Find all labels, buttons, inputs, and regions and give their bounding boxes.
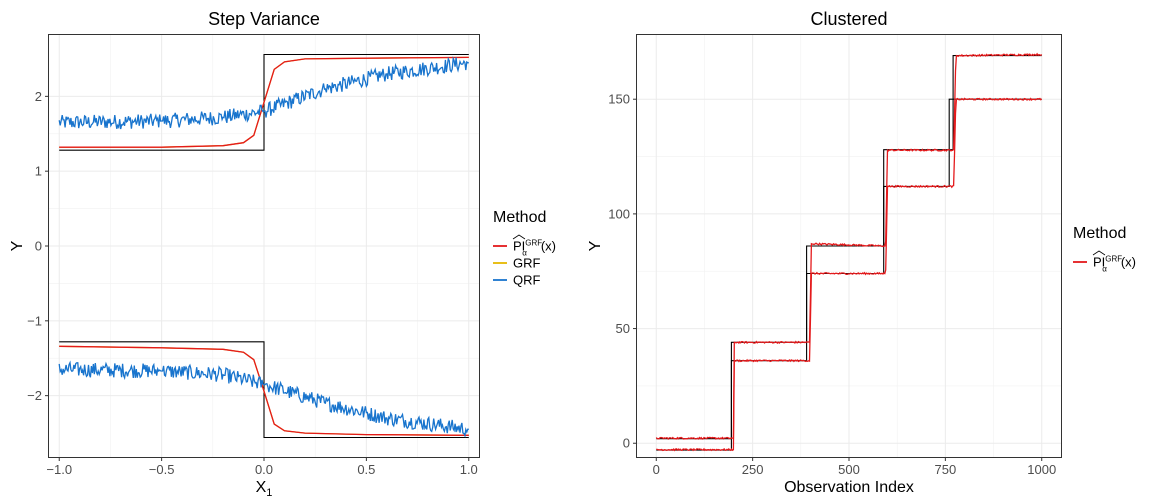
x-tick-label: 750 (935, 462, 957, 477)
y-tick-label: 50 (616, 321, 630, 336)
hat-accent (512, 234, 526, 240)
chart-title: Step Variance (208, 9, 320, 29)
x-tick-label: 1000 (1027, 462, 1056, 477)
x-axis: 0 250 500 750 1000 (653, 457, 1056, 477)
x-tick-label: 500 (838, 462, 860, 477)
legend-title: Method (493, 209, 546, 226)
y-tick-label: −2 (27, 388, 42, 403)
x-axis-label: X1 (256, 479, 273, 499)
y-axis-label: Y (587, 240, 604, 251)
legend-item: QRF (493, 273, 541, 288)
series-line (59, 345, 469, 436)
legend-title: Method (1073, 225, 1126, 242)
y-tick-label: 150 (608, 92, 630, 107)
y-axis-label: Y (9, 240, 26, 251)
y-axis: −2 −1 0 1 2 (27, 89, 49, 403)
x-tick-label: 250 (742, 462, 764, 477)
plot-area (58, 53, 469, 439)
panel-step-variance: Step Variance −1.0 −0.5 0.0 0.5 1.0 −2−1012 … (9, 9, 556, 499)
chart-title: Clustered (810, 9, 887, 29)
y-tick-label: 1 (35, 164, 42, 179)
legend: Method PIGRF α (x) (1073, 225, 1136, 274)
y-tick-label: 0 (623, 436, 630, 451)
legend-item: PIGRF α (x) (1073, 250, 1136, 274)
x-axis: −1.0 −0.5 0.0 0.5 1.0 (46, 457, 478, 477)
x-tick-label: −0.5 (149, 462, 175, 477)
x-tick-label: 0 (653, 462, 660, 477)
series-line (656, 97, 1043, 452)
x-tick-label: −1.0 (46, 462, 72, 477)
legend-item: PIGRF α (x) (493, 234, 556, 258)
legend-label: GRF (513, 256, 541, 271)
plot-area (655, 52, 1043, 452)
series-line (58, 360, 469, 438)
x-axis-label: Observation Index (784, 479, 914, 496)
x-tick-label: 1.0 (460, 462, 478, 477)
panel-clustered: Clustered 0 250 500 750 1000 0 50 100 150 Obser… (587, 9, 1136, 496)
legend-label: QRF (513, 273, 541, 288)
y-tick-label: 2 (35, 89, 42, 104)
series-pi (655, 52, 1043, 452)
x-tick-label: 0.5 (357, 462, 375, 477)
legend-label: PIGRF α (x) (513, 239, 556, 258)
y-tick-label: −1 (27, 313, 42, 328)
series-line (58, 55, 469, 130)
hat-accent (1092, 250, 1106, 256)
y-axis: 0 50 100 150 (608, 92, 637, 451)
series-qrf (58, 55, 469, 438)
series-line (59, 56, 469, 148)
x-tick-label: 0.0 (255, 462, 273, 477)
legend: Method PIGRF α (x)GRF QRF (493, 209, 556, 288)
legend-label: PIGRF α (x) (1093, 255, 1136, 274)
series-line (655, 52, 1043, 440)
y-tick-label: 0 (35, 239, 42, 254)
series-pi (59, 56, 469, 436)
legend-item: GRF (493, 256, 541, 271)
y-tick-label: 100 (608, 206, 630, 221)
